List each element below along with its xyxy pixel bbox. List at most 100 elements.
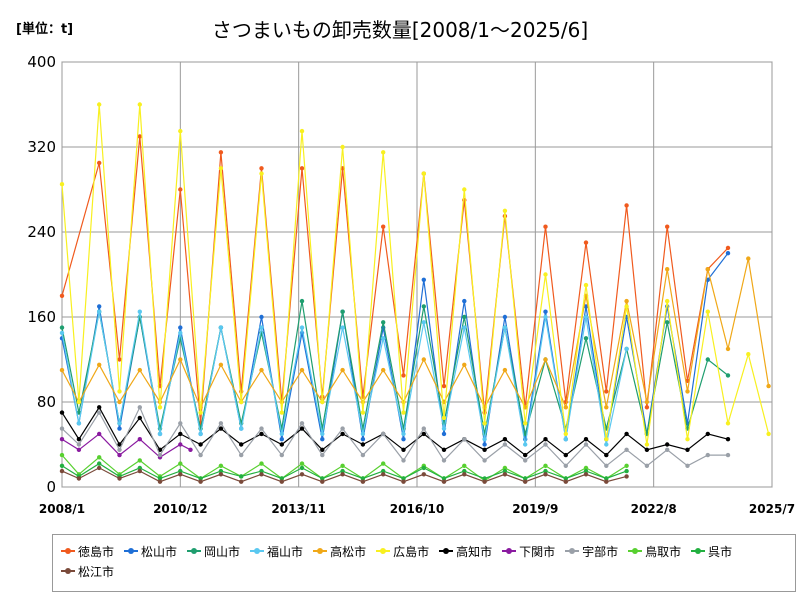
data-point	[117, 399, 122, 405]
data-point	[340, 463, 345, 468]
x-tick-label: 2008/1	[39, 502, 85, 516]
data-point	[644, 442, 650, 447]
data-point	[59, 468, 65, 474]
data-point	[563, 476, 568, 481]
data-point	[76, 442, 82, 447]
data-point	[746, 352, 751, 357]
data-point	[259, 472, 264, 477]
legend-swatch	[313, 548, 328, 554]
data-point	[178, 421, 183, 426]
x-tick-label: 2025/7	[749, 502, 795, 516]
data-point	[502, 314, 508, 320]
legend: 徳島市 松山市 岡山市 福山市 高松市 広島市 高知市 下関市 宇部市 鳥取市 呉市 松江市	[52, 534, 796, 592]
data-point	[259, 431, 264, 437]
data-point	[218, 166, 224, 171]
data-point	[644, 405, 650, 410]
data-point	[157, 479, 163, 484]
data-point	[401, 479, 406, 484]
data-point	[239, 426, 244, 431]
data-point	[583, 304, 589, 309]
data-point	[381, 336, 386, 341]
data-point	[97, 405, 102, 410]
data-point	[117, 476, 122, 481]
data-point	[421, 426, 426, 431]
data-point	[76, 447, 82, 452]
data-point	[604, 479, 609, 484]
data-point	[624, 304, 629, 309]
series-line-高松市	[61, 258, 770, 410]
data-point	[299, 166, 305, 171]
data-point	[117, 442, 122, 447]
x-tick-label: 2010/12	[153, 502, 207, 516]
data-point	[563, 463, 568, 468]
data-point	[239, 442, 244, 447]
data-point	[188, 447, 193, 452]
data-point	[137, 134, 142, 139]
legend-item: 宇部市	[565, 541, 618, 561]
data-point	[218, 468, 224, 474]
data-point	[299, 325, 305, 330]
legend-label: 徳島市	[78, 544, 115, 559]
data-point	[583, 282, 589, 288]
data-point	[421, 320, 426, 325]
data-point	[360, 437, 366, 442]
data-point	[462, 298, 467, 304]
data-point	[441, 458, 447, 463]
legend-label: 呉市	[708, 544, 733, 559]
data-point	[340, 426, 345, 431]
legend-label: 高知市	[456, 544, 493, 559]
legend-swatch	[628, 548, 643, 554]
data-point	[583, 336, 589, 341]
data-point	[59, 437, 65, 442]
x-tick-label: 2013/11	[271, 502, 325, 516]
legend-item: 福山市	[250, 541, 303, 561]
legend-label: 岡山市	[204, 544, 241, 559]
data-point	[97, 309, 102, 314]
data-point	[198, 479, 203, 484]
data-point	[604, 389, 609, 394]
data-point	[705, 431, 710, 437]
data-point	[502, 325, 508, 330]
data-point	[279, 442, 284, 447]
data-point	[725, 437, 731, 442]
data-point	[685, 447, 690, 452]
data-point	[320, 479, 325, 484]
data-point	[725, 346, 731, 352]
y-tick-label: 80	[37, 393, 56, 411]
data-point	[725, 452, 731, 458]
data-point	[401, 447, 406, 452]
legend-swatch	[439, 548, 454, 554]
data-point	[502, 442, 508, 447]
data-point	[441, 447, 447, 452]
data-point	[360, 476, 366, 481]
data-point	[360, 479, 366, 484]
data-point	[218, 150, 224, 155]
data-point	[482, 421, 487, 426]
data-point	[279, 479, 284, 484]
data-point	[198, 452, 203, 458]
data-point	[441, 415, 447, 421]
data-point	[543, 437, 548, 442]
data-point	[218, 426, 224, 431]
data-point	[381, 472, 386, 477]
data-point	[59, 452, 65, 458]
y-tick-label: 400	[27, 53, 56, 71]
data-point	[360, 431, 366, 437]
data-point	[381, 367, 386, 373]
data-point	[604, 476, 609, 481]
data-point	[381, 468, 386, 474]
data-point	[482, 442, 487, 447]
data-point	[604, 437, 609, 442]
data-point	[644, 399, 650, 405]
data-point	[523, 476, 528, 481]
legend-item: 高松市	[313, 541, 366, 561]
data-point	[644, 447, 650, 452]
data-point	[59, 410, 65, 415]
data-point	[218, 362, 224, 367]
data-point	[218, 421, 224, 426]
data-point	[97, 410, 102, 415]
data-point	[340, 325, 345, 330]
data-point	[543, 463, 548, 468]
data-point	[320, 452, 325, 458]
